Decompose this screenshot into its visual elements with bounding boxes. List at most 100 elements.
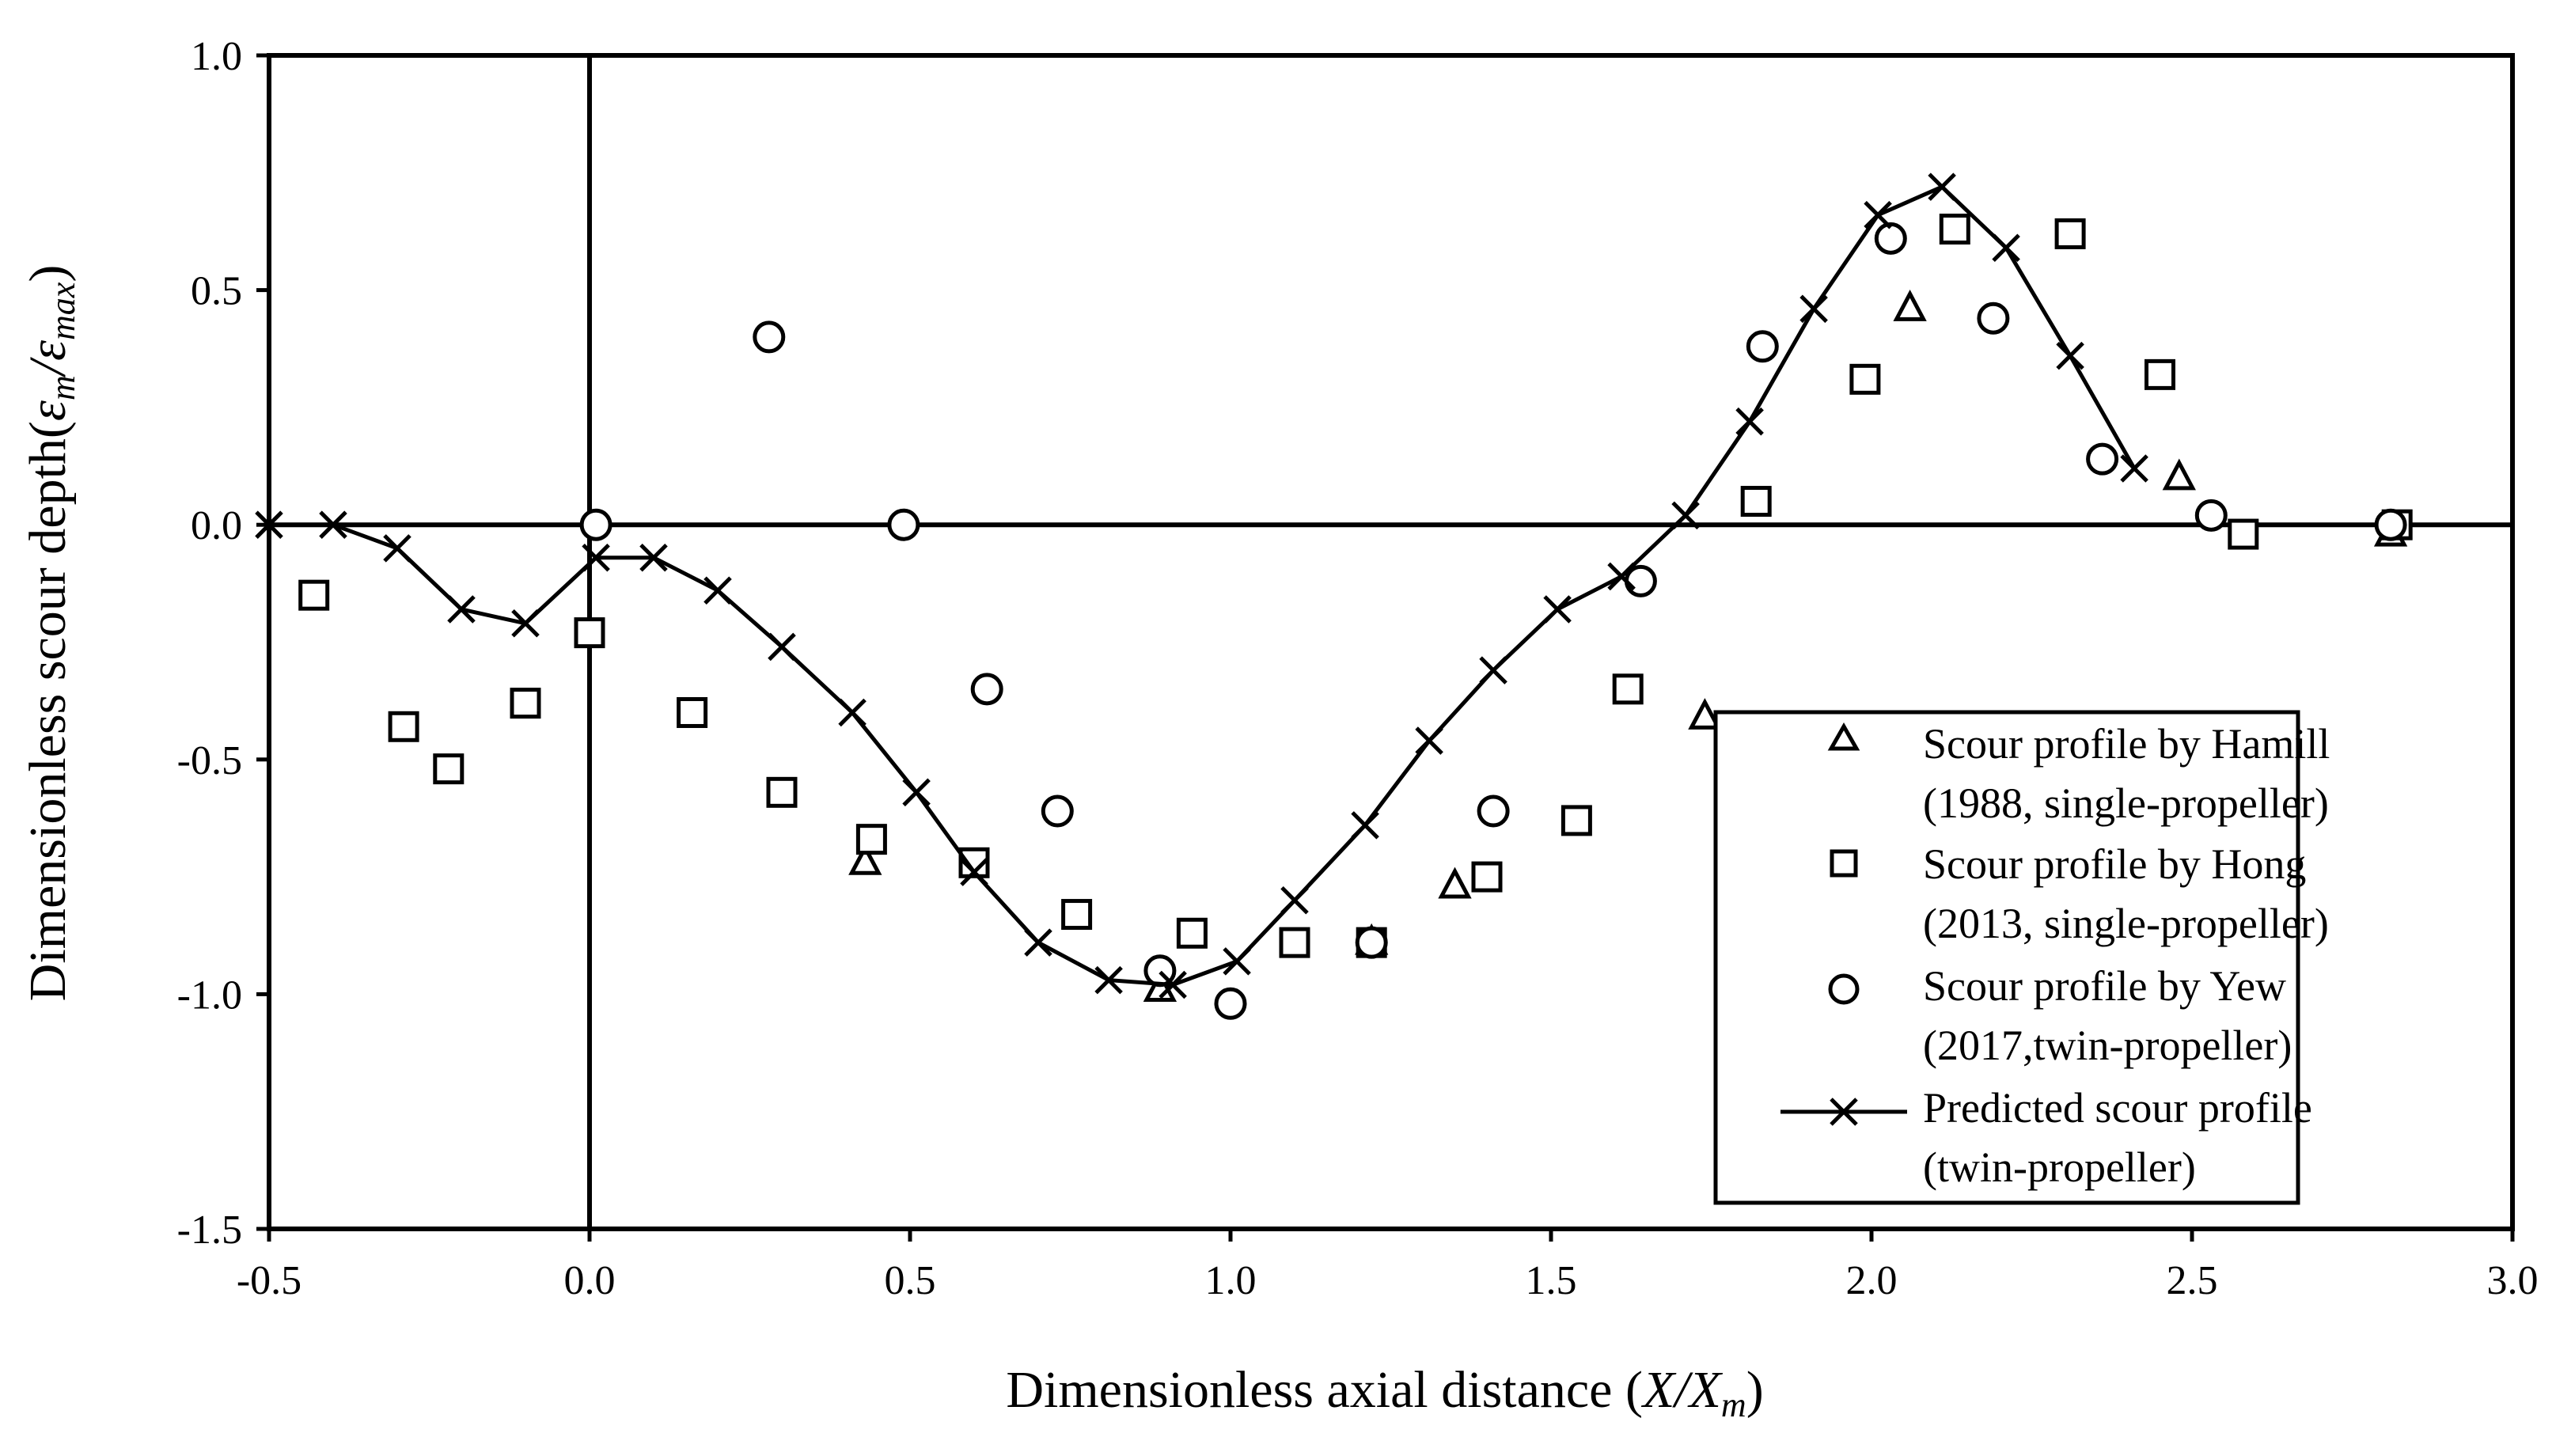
data-point-x [1280, 885, 1309, 915]
legend: Scour profile by Hamill (1988, single-pr… [1713, 710, 2330, 1205]
data-point-x [1223, 947, 1251, 976]
x-tick-label: 2.0 [1846, 1258, 1898, 1303]
data-point-circle [1977, 301, 2010, 335]
data-point-circle [887, 508, 920, 541]
data-point-square [433, 753, 465, 785]
y-tick-label: 0.0 [191, 503, 242, 548]
x-tick-label: 0.5 [885, 1258, 936, 1303]
data-point-square [574, 617, 605, 649]
data-point-x [383, 534, 411, 563]
data-point-triangle [2162, 458, 2196, 491]
x-tick-label: -0.5 [237, 1258, 301, 1303]
data-point-square [2054, 218, 2086, 249]
y-axis-title: Dimensionless scour depth(εm/εmax) [19, 265, 82, 1002]
legend-label-hamill-1: Scour profile by Hamill [1923, 720, 2330, 768]
data-point-circle [2374, 508, 2407, 541]
data-point-square [677, 696, 708, 728]
data-point-x [1479, 656, 1507, 684]
axes-layer [267, 53, 2515, 1231]
data-point-x [960, 858, 988, 886]
data-point-square [1939, 213, 1970, 245]
data-point-square [1061, 899, 1093, 931]
y-tick-label: 1.0 [191, 34, 242, 79]
data-point-x [1159, 970, 1187, 999]
data-point-x [2120, 454, 2148, 483]
plot-frame [267, 53, 2515, 1231]
data-point-x [447, 595, 476, 624]
data-point-x [1607, 562, 1636, 591]
data-point-triangle [848, 843, 882, 875]
data-point-x [1992, 233, 2020, 262]
data-point-square [766, 776, 798, 808]
data-point-circle [1355, 926, 1388, 959]
data-point-x [1799, 294, 1828, 324]
data-point-circle [2086, 442, 2119, 476]
data-point-square [510, 688, 541, 719]
data-point-x [1864, 200, 1892, 229]
legend-marker-triangle [1827, 722, 1860, 751]
legend-entry-hong: Scour profile by Hong (2013, single-prop… [1830, 840, 2329, 947]
data-point-circle [1214, 987, 1247, 1020]
series-yew [579, 222, 2407, 1020]
data-point-circle [753, 320, 786, 354]
data-point-square [1176, 917, 1208, 949]
x-tick-label: 3.0 [2487, 1258, 2539, 1303]
data-point-x [2056, 341, 2084, 370]
legend-entry-predicted: Predicted scour profile (twin-propeller) [1780, 1084, 2312, 1191]
data-layer [255, 173, 2413, 1020]
data-point-x [902, 778, 931, 807]
x-axis-title-end: ) [1746, 1361, 1764, 1419]
data-point-square [298, 579, 330, 611]
legend-marker-circle [1828, 973, 1860, 1005]
legend-label-predicted-1: Predicted scour profile [1923, 1084, 2312, 1132]
x-axis-title-text: Dimensionless axial distance ( [1006, 1361, 1643, 1419]
legend-marker-square [1830, 849, 1858, 878]
data-point-x [1671, 501, 1700, 530]
y-tick-label: 0.5 [191, 269, 242, 314]
data-point-triangle [1688, 698, 1722, 730]
data-point-square [1471, 861, 1503, 893]
data-point-circle [1624, 564, 1657, 597]
y-axis-title-var1: ε [19, 400, 77, 421]
data-point-circle [579, 508, 612, 541]
legend-label-yew-1: Scour profile by Yew [1923, 962, 2286, 1010]
data-point-x [1351, 811, 1379, 840]
legend-label-predicted-2: (twin-propeller) [1923, 1143, 2196, 1191]
y-tick-label: -0.5 [177, 738, 242, 783]
y-axis-title-text: Dimensionless scour depth( [19, 421, 77, 1001]
data-point-triangle [1893, 289, 1927, 321]
data-point-x [1735, 407, 1764, 436]
legend-label-yew-2: (2017,twin-propeller) [1923, 1022, 2292, 1069]
data-point-x [838, 698, 867, 727]
legend-entry-hamill: Scour profile by Hamill (1988, single-pr… [1827, 720, 2330, 827]
legend-label-hong-2: (2013, single-propeller) [1923, 900, 2329, 947]
data-point-square [388, 711, 419, 742]
data-point-square [1279, 927, 1310, 958]
y-axis-title-var2: ε [19, 340, 77, 361]
data-point-circle [1477, 794, 1510, 828]
data-point-circle [970, 673, 1003, 706]
y-axis-title-sub2: max [44, 282, 82, 340]
data-point-square [1612, 673, 1644, 705]
ticks-layer: -0.5 0.0 0.5 1.0 1.5 2.0 2.5 3.0 1.0 0.5 0.0 -0.5 -1… [177, 34, 2539, 1303]
data-point-x [1415, 726, 1443, 755]
data-point-x [1543, 595, 1572, 624]
data-point-x [582, 543, 610, 572]
data-point-square [1849, 363, 1881, 395]
x-tick-label: 1.0 [1205, 1258, 1257, 1303]
legend-box [1713, 710, 2300, 1205]
data-point-circle [1041, 794, 1074, 828]
x-axis-title-var: X/X [1640, 1361, 1724, 1419]
data-point-x [1094, 965, 1123, 995]
legend-label-hong-1: Scour profile by Hong [1923, 840, 2306, 888]
data-point-x [768, 632, 796, 662]
x-tick-label: 2.5 [2167, 1258, 2218, 1303]
data-point-square [855, 824, 887, 855]
data-point-square [2145, 358, 2175, 390]
x-axis-title: Dimensionless axial distance (X/Xm) [1006, 1361, 1763, 1424]
data-point-x [703, 576, 732, 605]
legend-entry-yew: Scour profile by Yew (2017,twin-propelle… [1828, 962, 2292, 1069]
data-point-square [2228, 518, 2259, 550]
data-point-x [639, 543, 668, 572]
